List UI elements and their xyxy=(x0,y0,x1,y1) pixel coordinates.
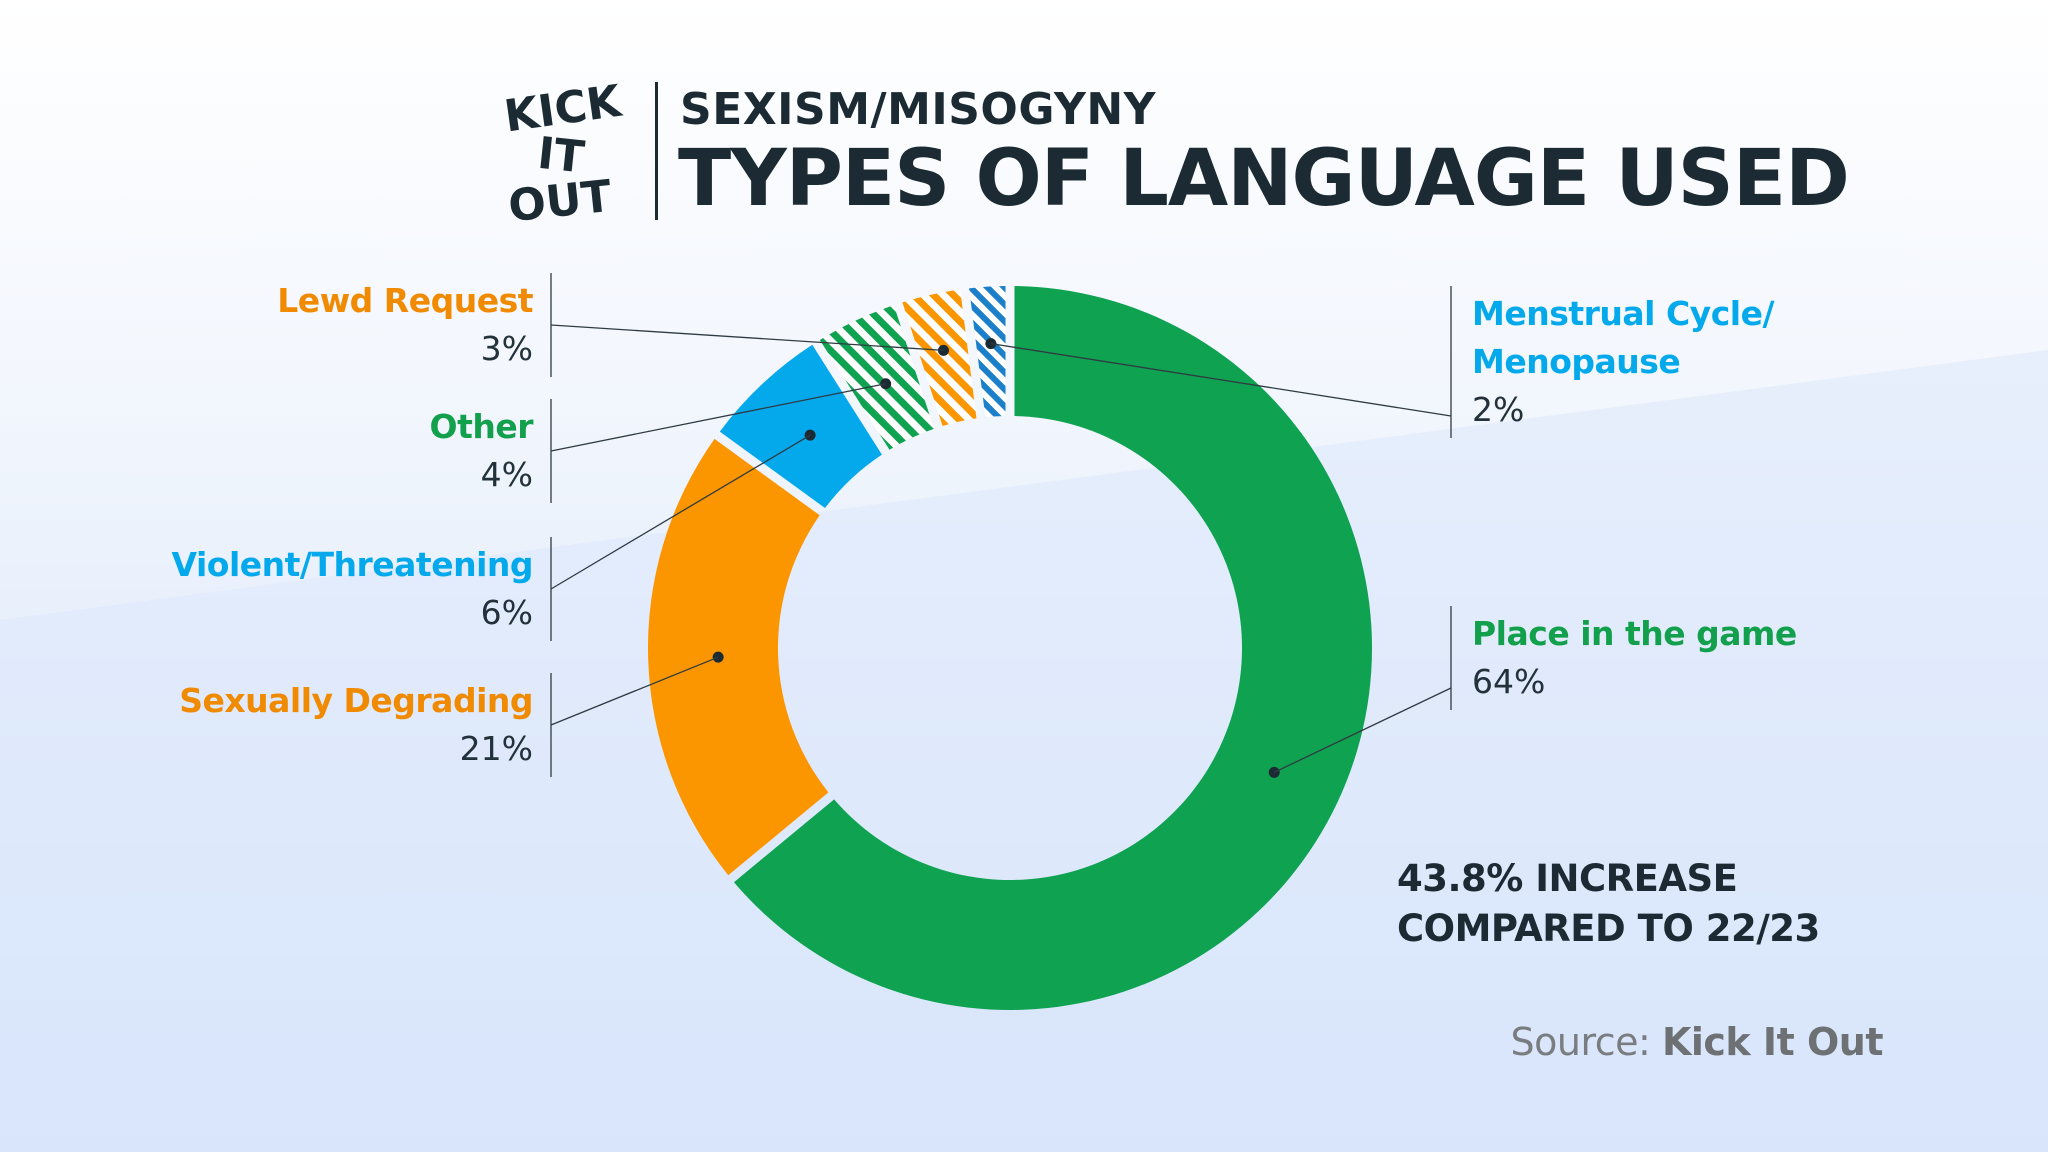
slice-other xyxy=(819,305,935,450)
slice-menstrual-cycle-menopause xyxy=(969,286,1006,418)
label-sexually-degrading: Sexually Degrading 21% xyxy=(179,677,533,773)
label-violent-threatening: Violent/Threatening 6% xyxy=(171,541,534,637)
increase-annotation-line1: 43.8% INCREASE xyxy=(1397,857,1738,900)
label-value-other: 4% xyxy=(480,455,533,494)
source-credit: Source: Kick It Out xyxy=(1510,1020,1884,1064)
increase-annotation: 43.8% INCREASE COMPARED TO 22/23 xyxy=(1397,854,1820,954)
leader-lines xyxy=(550,273,1452,778)
label-value-menstrual-cycle-menopause: 2% xyxy=(1472,390,1525,429)
slice-place-in-the-game xyxy=(733,286,1372,1010)
label-value-sexually-degrading: 21% xyxy=(459,729,533,768)
label-menstrual-cycle-menopause: Menstrual Cycle/Menopause 2% xyxy=(1472,290,1775,434)
label-name-lewd-request: Lewd Request xyxy=(277,281,533,320)
label-place-in-the-game: Place in the game 64% xyxy=(1472,610,1797,706)
label-value-violent-threatening: 6% xyxy=(480,593,533,632)
leader-line-other xyxy=(550,383,886,452)
label-name-menstrual-cycle-menopause-1: Menopause xyxy=(1472,342,1681,381)
slice-lewd-request xyxy=(902,289,977,427)
logo-text-it: IT xyxy=(535,128,586,184)
source-name: Kick It Out xyxy=(1661,1020,1884,1064)
label-value-place-in-the-game: 64% xyxy=(1472,662,1546,701)
label-other: Other 4% xyxy=(429,403,534,499)
chart-subtitle: SEXISM/MISOGYNY xyxy=(680,84,1157,135)
label-name-place-in-the-game: Place in the game xyxy=(1472,614,1797,653)
slice-sexually-degrading xyxy=(648,438,829,876)
logo-text-out: OUT xyxy=(506,171,614,223)
source-prefix: Source: xyxy=(1510,1020,1662,1064)
label-name-menstrual-cycle-menopause: Menstrual Cycle/ xyxy=(1472,294,1775,333)
label-value-lewd-request: 3% xyxy=(480,329,533,368)
leader-line-violent-threatening xyxy=(550,434,811,590)
label-name-sexually-degrading: Sexually Degrading xyxy=(179,681,533,720)
chart-title: TYPES OF LANGUAGE USED xyxy=(678,134,1850,224)
leader-line-lewd-request xyxy=(550,324,944,351)
label-lewd-request: Lewd Request 3% xyxy=(277,277,533,373)
slice-violent-threatening xyxy=(719,344,882,509)
leader-line-place-in-the-game xyxy=(1273,687,1452,773)
label-name-violent-threatening: Violent/Threatening xyxy=(171,545,534,584)
increase-annotation-line2: COMPARED TO 22/23 xyxy=(1397,907,1820,950)
header-divider xyxy=(655,82,658,220)
leader-line-menstrual-cycle-menopause xyxy=(990,342,1452,417)
label-name-other: Other xyxy=(429,407,534,446)
donut-slices xyxy=(648,286,1372,1010)
leader-line-sexually-degrading xyxy=(550,656,719,726)
kick-it-out-logo: KICK IT OUT xyxy=(501,78,626,223)
